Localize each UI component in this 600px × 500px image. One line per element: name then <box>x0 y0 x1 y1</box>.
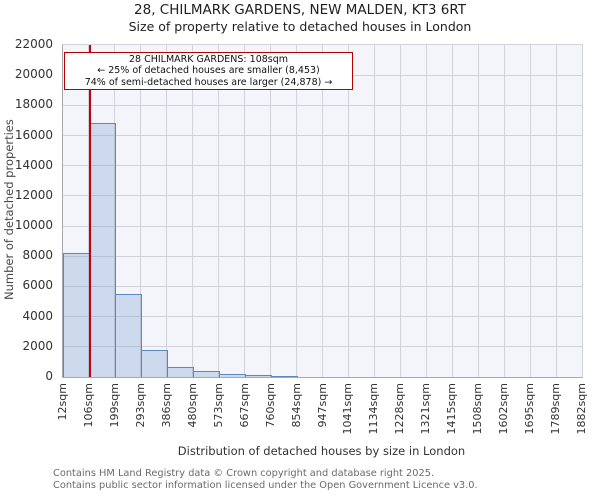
v-gridline <box>373 45 375 377</box>
histogram-bar <box>89 123 116 377</box>
histogram-bar <box>193 371 220 377</box>
x-tick-label: 667sqm <box>237 383 251 428</box>
annotation-larger-line: 74% of semi-detached houses are larger (… <box>84 76 333 88</box>
v-gridline <box>114 45 116 377</box>
property-size-marker-line <box>88 45 91 377</box>
histogram-bar <box>141 350 168 377</box>
v-gridline <box>451 45 453 377</box>
v-gridline <box>270 45 272 377</box>
x-tick-label: 1041sqm <box>341 383 355 435</box>
x-tick-label: 1789sqm <box>549 383 563 435</box>
x-tick-label: 1602sqm <box>497 383 511 435</box>
v-gridline <box>140 45 142 377</box>
histogram-bar <box>167 366 194 377</box>
v-gridline <box>529 45 531 377</box>
x-axis-label: Distribution of detached houses by size … <box>177 444 466 458</box>
histogram-bar <box>63 253 90 377</box>
x-tick-label: 760sqm <box>263 383 277 428</box>
x-tick-label: 1415sqm <box>445 383 459 435</box>
x-tick-label: 947sqm <box>315 383 329 428</box>
y-tick-label: 14000 <box>14 157 53 172</box>
footer-line-1: Contains HM Land Registry data © Crown c… <box>53 468 435 479</box>
v-gridline <box>192 45 194 377</box>
v-gridline <box>296 45 298 377</box>
x-tick-label: 854sqm <box>289 383 303 428</box>
v-gridline <box>322 45 323 377</box>
histogram-bar <box>219 373 246 377</box>
x-tick-label: 1228sqm <box>393 383 407 435</box>
v-gridline <box>503 45 505 377</box>
y-axis-label: Number of detached properties <box>2 119 16 301</box>
v-gridline <box>477 45 479 377</box>
y-tick-label: 18000 <box>14 97 53 112</box>
x-tick-label: 1695sqm <box>523 383 537 435</box>
x-tick-label: 106sqm <box>81 383 95 428</box>
y-tick-label: 6000 <box>22 278 53 293</box>
v-gridline <box>555 45 557 377</box>
v-gridline <box>425 45 427 377</box>
y-tick-label: 0 <box>45 369 53 383</box>
x-tick-label: 1508sqm <box>471 383 485 435</box>
v-gridline <box>218 45 220 377</box>
v-gridline <box>244 45 246 377</box>
histogram-bar <box>115 294 142 377</box>
chart-subtitle: Size of property relative to detached ho… <box>128 19 472 34</box>
v-gridline <box>347 45 349 377</box>
histogram-bar <box>245 374 272 377</box>
y-tick-label: 20000 <box>14 67 53 82</box>
x-tick-label: 12sqm <box>56 383 69 421</box>
footer-line-2: Contains public sector information licen… <box>53 479 478 491</box>
y-tick-label: 12000 <box>14 187 53 202</box>
x-tick-label: 1321sqm <box>419 383 433 435</box>
plot-area: 28 CHILMARK GARDENS: 108sqm ← 25% of det… <box>62 44 583 378</box>
x-tick-label: 573sqm <box>211 383 225 428</box>
y-tick-label: 8000 <box>22 248 53 263</box>
v-gridline <box>166 45 168 377</box>
y-tick-label: 4000 <box>22 308 53 323</box>
y-tick-label: 16000 <box>14 127 53 142</box>
y-tick-label: 22000 <box>14 37 53 51</box>
footer: Contains HM Land Registry data © Crown c… <box>53 468 478 491</box>
x-tick-label: 480sqm <box>185 383 199 428</box>
v-gridline <box>399 45 401 377</box>
y-tick-label: 2000 <box>22 338 53 353</box>
x-tick-label: 293sqm <box>133 383 147 428</box>
x-tick-label: 199sqm <box>107 383 121 428</box>
annotation-property-line: 28 CHILMARK GARDENS: 108sqm <box>128 54 289 65</box>
x-tick-label: 1134sqm <box>367 383 381 435</box>
y-tick-label: 10000 <box>14 218 53 233</box>
annotation-box: 28 CHILMARK GARDENS: 108sqm ← 25% of det… <box>64 52 353 91</box>
x-tick-label: 386sqm <box>159 383 173 428</box>
annotation-smaller-line: ← 25% of detached houses are smaller (8,… <box>97 65 320 77</box>
chart-title: 28, CHILMARK GARDENS, NEW MALDEN, KT3 6R… <box>134 2 466 18</box>
histogram-bar <box>271 375 298 377</box>
x-tick-label: 1882sqm <box>575 383 588 435</box>
